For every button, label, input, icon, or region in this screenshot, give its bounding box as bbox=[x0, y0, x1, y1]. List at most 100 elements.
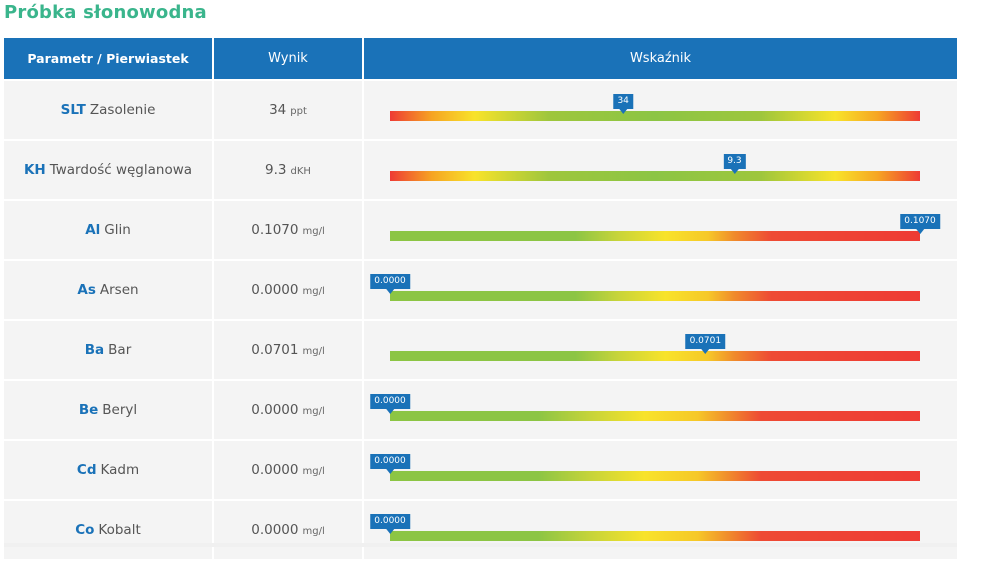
table-row: As Arsen 0.0000 mg/l 0.0000 bbox=[4, 261, 957, 321]
parameter-symbol: As bbox=[77, 282, 96, 298]
result-value: 0.0000 bbox=[251, 462, 299, 478]
parameter-name: Kobalt bbox=[98, 522, 141, 538]
indicator-cell: 0.1070 bbox=[364, 201, 957, 259]
next-row-edge bbox=[4, 543, 957, 547]
indicator-marker-label: 0.0701 bbox=[685, 334, 726, 349]
indicator-scale-bar bbox=[390, 111, 920, 121]
result-cell: 0.0000 mg/l bbox=[214, 261, 364, 319]
result-cell: 34 ppt bbox=[214, 81, 364, 139]
result-value: 0.1070 bbox=[251, 222, 299, 238]
parameter-symbol: Co bbox=[75, 522, 95, 538]
indicator-marker-label: 34 bbox=[613, 94, 633, 109]
table-row: Al Glin 0.1070 mg/l 0.1070 bbox=[4, 201, 957, 261]
parameter-symbol: Ba bbox=[84, 342, 105, 358]
marker-pointer-icon bbox=[386, 289, 394, 294]
parameter-cell: Al Glin bbox=[4, 201, 214, 259]
indicator-marker-label: 0.0000 bbox=[370, 454, 410, 469]
indicator-cell: 0.0000 bbox=[364, 441, 957, 499]
parameter-symbol: KH bbox=[23, 162, 46, 178]
indicator-marker: 0.0000 bbox=[370, 394, 410, 414]
indicator-cell: 0.0000 bbox=[364, 501, 957, 559]
indicator-cell: 0.0000 bbox=[364, 381, 957, 439]
indicator-scale-bar bbox=[390, 471, 920, 481]
parameter-name: Kadm bbox=[100, 462, 140, 478]
page-title: Próbka słonowodna bbox=[4, 2, 207, 23]
parameter-cell: Cd Kadm bbox=[4, 441, 214, 499]
indicator-scale-bar bbox=[390, 411, 920, 421]
indicator-scale-bar bbox=[390, 231, 920, 241]
result-unit: mg/l bbox=[302, 285, 325, 297]
indicator-scale-bar bbox=[390, 171, 920, 181]
indicator-marker: 0.1070 bbox=[900, 214, 940, 234]
parameter-cell: KH Twardość węglanowa bbox=[4, 141, 214, 199]
marker-pointer-icon bbox=[386, 469, 394, 474]
indicator-cell: 9.3 bbox=[364, 141, 957, 199]
indicator-cell: 0.0000 bbox=[364, 261, 957, 319]
header-indicator: Wskaźnik bbox=[629, 51, 692, 66]
header-parameter: Parametr / Pierwiastek bbox=[4, 38, 214, 79]
indicator-marker-label: 0.0000 bbox=[370, 394, 410, 409]
indicator-marker: 9.3 bbox=[723, 154, 746, 174]
indicator-scale-bar bbox=[390, 291, 920, 301]
indicator-cell: 34 bbox=[364, 81, 957, 139]
marker-pointer-icon bbox=[386, 529, 394, 534]
result-value: 0.0000 bbox=[251, 282, 299, 298]
marker-pointer-icon bbox=[619, 109, 628, 114]
result-cell: 0.0000 mg/l bbox=[214, 381, 364, 439]
result-value: 34 bbox=[269, 102, 287, 118]
result-unit: mg/l bbox=[302, 405, 325, 417]
result-unit: mg/l bbox=[302, 465, 325, 477]
indicator-scale-bar bbox=[390, 351, 920, 361]
parameter-name: Beryl bbox=[102, 402, 138, 418]
table-row: Cd Kadm 0.0000 mg/l 0.0000 bbox=[4, 441, 957, 501]
result-unit: dKH bbox=[290, 165, 311, 177]
indicator-marker: 0.0000 bbox=[370, 274, 410, 294]
marker-pointer-icon bbox=[701, 349, 710, 354]
marker-pointer-icon bbox=[916, 229, 924, 234]
result-value: 0.0000 bbox=[251, 402, 299, 418]
indicator-marker: 0.0701 bbox=[685, 334, 726, 354]
parameter-name: Twardość węglanowa bbox=[49, 162, 193, 178]
parameter-symbol: SLT bbox=[60, 102, 86, 118]
result-unit: mg/l bbox=[302, 525, 325, 537]
indicator-marker-label: 9.3 bbox=[723, 154, 746, 169]
results-table: Parametr / Pierwiastek Wynik Wskaźnik SL… bbox=[4, 38, 957, 561]
indicator-marker-label: 0.0000 bbox=[370, 274, 410, 289]
indicator-marker: 0.0000 bbox=[370, 514, 410, 534]
result-cell: 9.3 dKH bbox=[214, 141, 364, 199]
result-unit: mg/l bbox=[302, 345, 325, 357]
parameter-cell: Co Kobalt bbox=[4, 501, 214, 559]
indicator-marker: 0.0000 bbox=[370, 454, 410, 474]
parameter-symbol: Al bbox=[85, 222, 101, 238]
result-cell: 0.0000 mg/l bbox=[214, 441, 364, 499]
result-value: 9.3 bbox=[265, 162, 287, 178]
table-row: SLT Zasolenie 34 ppt 34 bbox=[4, 81, 957, 141]
result-unit: mg/l bbox=[302, 225, 325, 237]
result-cell: 0.0701 mg/l bbox=[214, 321, 364, 379]
indicator-marker: 34 bbox=[613, 94, 633, 114]
table-row: Ba Bar 0.0701 mg/l 0.0701 bbox=[4, 321, 957, 381]
marker-pointer-icon bbox=[730, 169, 739, 174]
result-cell: 0.0000 mg/l bbox=[214, 501, 364, 559]
parameter-cell: SLT Zasolenie bbox=[4, 81, 214, 139]
table-header: Parametr / Pierwiastek Wynik Wskaźnik bbox=[4, 38, 957, 81]
parameter-name: Zasolenie bbox=[89, 102, 156, 118]
indicator-scale-bar bbox=[390, 531, 920, 541]
indicator-cell: 0.0701 bbox=[364, 321, 957, 379]
parameter-cell: As Arsen bbox=[4, 261, 214, 319]
result-unit: ppt bbox=[290, 105, 307, 117]
result-cell: 0.1070 mg/l bbox=[214, 201, 364, 259]
parameter-cell: Ba Bar bbox=[4, 321, 214, 379]
indicator-marker-label: 0.1070 bbox=[900, 214, 940, 229]
parameter-name: Arsen bbox=[99, 282, 139, 298]
table-row: Co Kobalt 0.0000 mg/l 0.0000 bbox=[4, 501, 957, 561]
marker-pointer-icon bbox=[386, 409, 394, 414]
parameter-symbol: Cd bbox=[76, 462, 97, 478]
result-value: 0.0000 bbox=[251, 522, 299, 538]
header-result: Wynik bbox=[214, 38, 364, 79]
parameter-symbol: Be bbox=[78, 402, 99, 418]
table-row: Be Beryl 0.0000 mg/l 0.0000 bbox=[4, 381, 957, 441]
parameter-name: Glin bbox=[104, 222, 131, 238]
result-value: 0.0701 bbox=[251, 342, 299, 358]
parameter-cell: Be Beryl bbox=[4, 381, 214, 439]
